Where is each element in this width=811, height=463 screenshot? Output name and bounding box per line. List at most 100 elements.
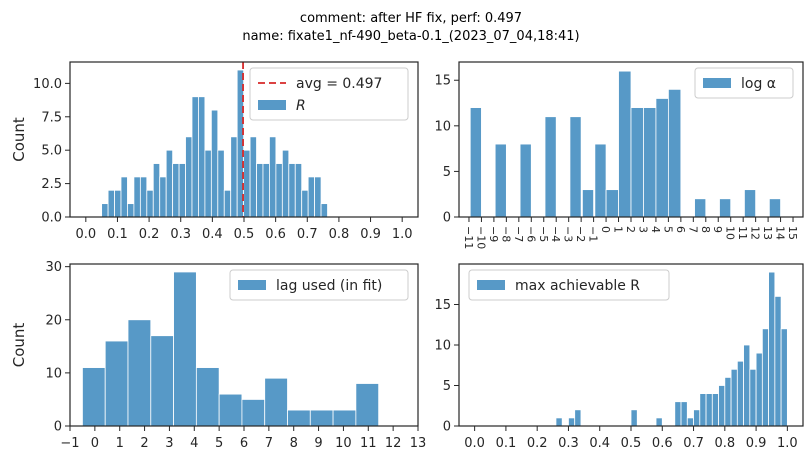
histogram-bar	[107, 189, 115, 218]
histogram-bar	[555, 417, 563, 427]
histogram-bar	[643, 107, 657, 218]
x-tick-label: 0.1	[496, 436, 517, 451]
x-tick-label: 4	[649, 226, 662, 233]
histogram-bar	[288, 163, 296, 218]
histogram-bar	[269, 136, 277, 218]
legend-swatch	[477, 280, 505, 290]
histogram-bar	[749, 368, 757, 427]
x-tick-label: 0	[91, 436, 99, 451]
y-tick-label: 20	[45, 313, 62, 328]
histogram-bar	[139, 176, 148, 218]
x-tick-label: 0.7	[683, 436, 704, 451]
histogram-bar	[730, 368, 738, 427]
x-tick-label: 11	[736, 226, 749, 240]
x-tick-label: 3	[165, 436, 173, 451]
x-tick-label: 6	[674, 226, 687, 233]
histogram-bar	[241, 399, 266, 427]
y-tick-label: 15	[434, 298, 451, 313]
x-tick-label: −11	[462, 226, 475, 249]
histogram-bar	[114, 189, 122, 218]
x-tick-label: 0.9	[360, 227, 381, 242]
r-histogram-panel: 0.0 0.1 0.2 0.3 0.4 0.5 0.6 0.7 0.8 0.9 1.0 0.0 2.5 5…	[10, 61, 419, 242]
x-tick-label: −8	[499, 226, 512, 242]
y-tick-label: 7.5	[41, 110, 62, 125]
legend-label: avg = 0.497	[296, 76, 382, 92]
histogram-bar	[223, 189, 232, 218]
y-tick-label: 0	[443, 211, 451, 226]
figure-title-line-2: name: fixate1_nf-490_beta-0.1_(2023_07_0…	[242, 29, 579, 44]
y-tick-label: 10	[434, 339, 451, 354]
histogram-bar	[243, 149, 251, 218]
histogram-bar	[569, 116, 582, 218]
x-tick-label: −3	[562, 226, 575, 242]
x-tick-label: 0.7	[297, 227, 318, 242]
x-tick-label: 3	[636, 226, 649, 233]
x-tick-label: −6	[524, 226, 537, 242]
y-tick-label: 10	[45, 366, 62, 381]
y-axis-label: Count	[10, 117, 28, 162]
histogram-bar	[736, 360, 744, 427]
y-tick-label: 10.0	[33, 77, 62, 92]
y-tick-label: 0.0	[41, 211, 62, 226]
histogram-bar	[744, 189, 757, 218]
histogram-bar	[281, 149, 290, 218]
y-tick-label: 5	[443, 379, 451, 394]
histogram-bar	[332, 409, 357, 427]
histogram-bar	[230, 136, 238, 218]
x-tick-label: −1	[60, 436, 79, 451]
y-tick-label: 5.0	[41, 144, 62, 159]
x-tick-label: 0	[599, 226, 612, 233]
histogram-bar	[146, 189, 154, 218]
histogram-bar	[204, 149, 212, 218]
legend-swatch	[258, 100, 286, 110]
x-tick-label: 0.1	[107, 227, 128, 242]
histogram-bar	[173, 271, 197, 427]
legend-box	[249, 67, 409, 121]
x-tick-label: 2	[140, 436, 148, 451]
x-tick-label: 0.0	[464, 436, 485, 451]
figure-title-line-1: comment: after HF fix, perf: 0.497	[300, 11, 522, 26]
histogram-bar	[294, 163, 303, 218]
x-tick-label: 10	[335, 436, 352, 451]
x-tick-label: 7	[265, 436, 273, 451]
histogram-bar	[133, 176, 141, 218]
histogram-bar	[680, 401, 688, 427]
histogram-bar	[544, 116, 557, 218]
histogram-bar	[301, 189, 309, 218]
x-tick-label: 0.0	[75, 227, 96, 242]
histogram-bar	[127, 203, 135, 218]
histogram-bar	[761, 328, 770, 427]
histogram-bar	[724, 376, 732, 427]
histogram-bar	[605, 189, 619, 218]
histogram-bar	[210, 109, 219, 218]
histogram-bar	[165, 149, 174, 218]
histogram-bar	[355, 383, 380, 427]
x-tick-label: 0.9	[746, 436, 767, 451]
y-tick-label: 30	[45, 260, 62, 275]
x-tick-label: −2	[574, 226, 587, 242]
histogram-bar	[718, 385, 726, 427]
x-tick-label: 9	[314, 436, 322, 451]
x-tick-label: 0.8	[714, 436, 735, 451]
x-tick-label: 0.4	[202, 227, 223, 242]
x-tick-label: 0.5	[234, 227, 255, 242]
x-tick-label: 1.0	[392, 227, 413, 242]
histogram-bar	[630, 107, 644, 218]
x-tick-label: 5	[215, 436, 223, 451]
histogram-bar	[494, 143, 507, 218]
histogram-bar	[711, 393, 719, 427]
histogram-bar	[195, 367, 220, 427]
legend-swatch	[238, 280, 266, 290]
legend-label: R	[296, 98, 306, 114]
histogram-bar	[159, 176, 167, 218]
histogram-bar	[185, 136, 193, 218]
legend-swatch	[703, 78, 731, 88]
x-tick-label: 1.0	[777, 436, 798, 451]
x-tick-label: 6	[240, 436, 248, 451]
histogram-bar	[774, 295, 782, 427]
histogram-bar	[674, 401, 682, 427]
y-tick-label: 15	[434, 74, 451, 89]
histogram-bar	[198, 96, 206, 218]
y-tick-label: 0	[443, 420, 451, 435]
